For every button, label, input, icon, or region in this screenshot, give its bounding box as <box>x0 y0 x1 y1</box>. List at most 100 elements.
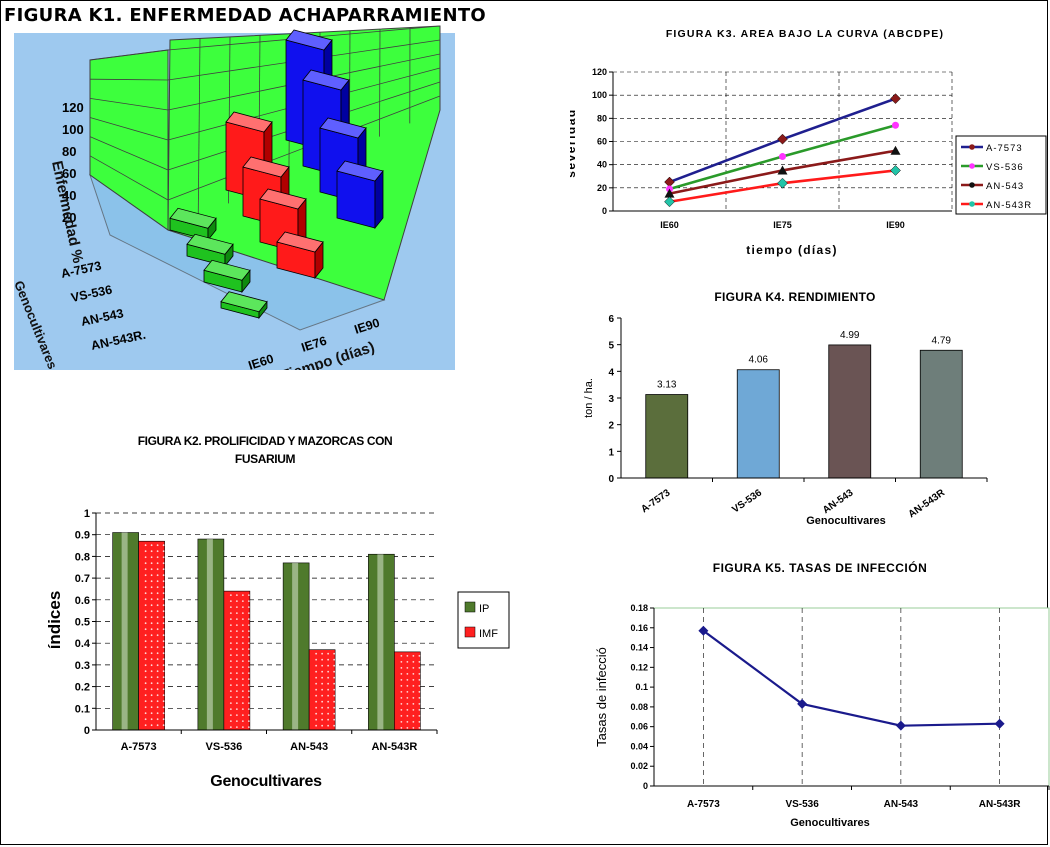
k1-bar-top <box>276 231 324 253</box>
k2-dot <box>315 700 318 703</box>
k2-bar-ip-highlight <box>292 562 299 730</box>
k2-dot <box>247 612 250 615</box>
k2-dot <box>247 594 250 597</box>
k2-dot <box>162 682 165 685</box>
k2-dot <box>235 726 238 729</box>
k2-dot <box>150 646 153 649</box>
k2-dot <box>162 604 165 607</box>
k2-dot <box>144 562 147 565</box>
k2-dot <box>235 612 238 615</box>
k5-category-label: VS-536 <box>785 799 819 810</box>
k1-floor <box>89 173 386 331</box>
k2-dot <box>400 690 403 693</box>
k2-dot <box>241 690 244 693</box>
k2-dot <box>406 720 409 723</box>
k4-y-tick-label: 5 <box>608 341 614 352</box>
k2-y-tick-label: 0 <box>84 725 90 737</box>
k2-dot <box>229 726 232 729</box>
k2-dot <box>162 706 165 709</box>
k2-dot <box>150 670 153 673</box>
k2-dot <box>162 592 165 595</box>
k1-bar-top <box>242 156 290 178</box>
k2-dot <box>162 658 165 661</box>
k2-y-tick-label: 0.7 <box>75 573 90 585</box>
k2-dot <box>229 714 232 717</box>
k2-dot <box>247 684 250 687</box>
k2-dot <box>333 670 336 673</box>
k2-dot <box>241 660 244 663</box>
k2-dot <box>327 670 330 673</box>
k2-dot <box>156 616 159 619</box>
k2-dot <box>229 660 232 663</box>
k5-point <box>895 720 906 731</box>
k2-dot <box>156 682 159 685</box>
k2-y-tick-label: 0.9 <box>75 530 90 542</box>
k2-dot <box>235 618 238 621</box>
k2-dot <box>156 544 159 547</box>
k2-dot <box>150 586 153 589</box>
k2-dot <box>235 648 238 651</box>
k2-dot <box>229 600 232 603</box>
k2-dot <box>162 628 165 631</box>
k2-dot <box>156 640 159 643</box>
k2-dot <box>156 658 159 661</box>
k2-dot <box>150 712 153 715</box>
k2-dot <box>162 586 165 589</box>
k2-dot <box>162 550 165 553</box>
k2-bar-ip-highlight <box>121 532 128 730</box>
k1-grid-line-left <box>89 155 169 201</box>
k2-dot <box>247 630 250 633</box>
k2-dot <box>162 718 165 721</box>
k2-title-line2: FUSARIUM <box>235 452 296 466</box>
k2-dot <box>315 718 318 721</box>
k4-y-tick-label: 4 <box>608 367 614 378</box>
k2-dot <box>156 580 159 583</box>
k2-dot <box>333 718 336 721</box>
k2-y-ticks: 0 0.1 0.2 0.3 0.4 0.5 0.6 0.7 0.8 0.9 1 <box>75 508 96 737</box>
k2-dot <box>321 712 324 715</box>
k2-dot <box>406 660 409 663</box>
k5-grid <box>703 608 1000 786</box>
k2-legend-box <box>457 591 510 649</box>
k2-dot <box>144 550 147 553</box>
k2-dot <box>412 726 415 729</box>
k2-dot <box>144 688 147 691</box>
k2-dot <box>150 562 153 565</box>
k2-dot <box>235 594 238 597</box>
k5-point <box>797 698 808 709</box>
k2-dot <box>327 706 330 709</box>
k2-dot <box>156 586 159 589</box>
k2-dot <box>229 720 232 723</box>
k2-dot <box>235 666 238 669</box>
k3-y-tick-label: 80 <box>597 113 607 123</box>
k5-y-tick-label: 0.12 <box>630 662 648 672</box>
k1-y-tick-label: 120 <box>62 100 84 115</box>
k2-dot <box>144 694 147 697</box>
k2-dot <box>144 604 147 607</box>
k2-dot <box>162 712 165 715</box>
k2-x-label: Genocultivares <box>210 773 322 790</box>
k2-dot <box>241 636 244 639</box>
k2-dot <box>241 666 244 669</box>
k2-dot <box>156 598 159 601</box>
k2-dot <box>229 702 232 705</box>
k2-dot <box>150 706 153 709</box>
k2-category-label: A-7573 <box>121 741 157 753</box>
k2-dot <box>156 700 159 703</box>
k2-dot <box>235 636 238 639</box>
k2-dot <box>162 556 165 559</box>
k3-chart: FIGURA K3. AREA BAJO LA CURVA (ABCDPE) 0… <box>570 28 1047 257</box>
k4-y-tick-label: 3 <box>608 394 614 405</box>
k2-dot <box>406 714 409 717</box>
k2-dot <box>162 598 165 601</box>
k5-y-tick-label: 0.08 <box>630 702 648 712</box>
k2-bar-imf-dots <box>144 544 165 727</box>
k5-title: FIGURA K5. TASAS DE INFECCIÓN <box>713 560 928 575</box>
k2-dot <box>418 696 421 699</box>
k3-legend-label: AN-543 <box>986 181 1024 192</box>
k4-category-label: AN-543 <box>821 487 856 516</box>
k2-dot <box>162 646 165 649</box>
k2-dot <box>162 634 165 637</box>
k2-dot <box>418 666 421 669</box>
k2-dot <box>400 666 403 669</box>
